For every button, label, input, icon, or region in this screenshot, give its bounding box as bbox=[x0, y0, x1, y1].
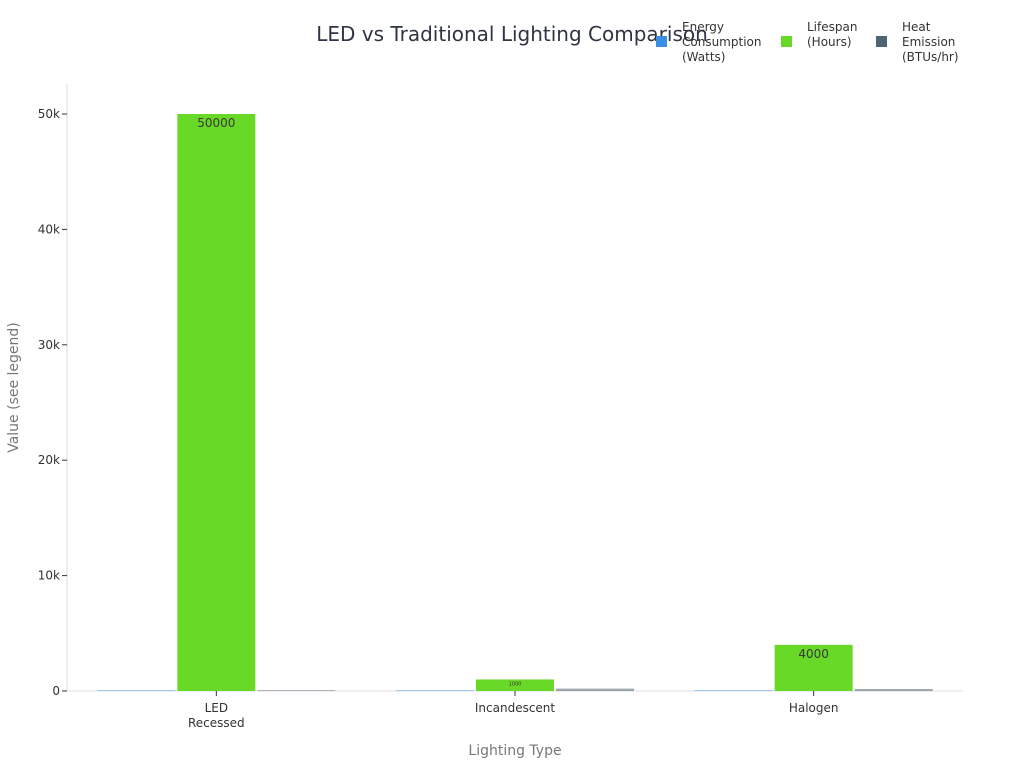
x-tick-label: Halogen bbox=[789, 701, 839, 715]
chart-title: LED vs Traditional Lighting Comparison bbox=[316, 22, 708, 46]
y-tick-label: 30k bbox=[38, 338, 60, 352]
legend-swatch-heat bbox=[876, 36, 887, 47]
y-tick-label: 20k bbox=[38, 453, 60, 467]
x-tick-label: LED Recessed bbox=[188, 701, 245, 730]
x-axis-title: Lighting Type bbox=[468, 743, 561, 759]
bar-0-1 bbox=[396, 690, 474, 691]
bar-0-0 bbox=[97, 690, 176, 691]
legend-item-lifespan[interactable]: Lifespan (Hours) bbox=[781, 20, 857, 50]
y-tick-label: 0 bbox=[52, 684, 60, 698]
data-label: 4000 bbox=[798, 647, 829, 661]
legend: Energy Consumption (Watts) Lifespan (Hou… bbox=[656, 20, 1016, 68]
bar-1-0 bbox=[177, 114, 256, 692]
bar-1-1 bbox=[476, 679, 554, 691]
legend-swatch-energy bbox=[656, 36, 667, 47]
bar-2-1 bbox=[556, 688, 634, 691]
legend-label-energy: Energy Consumption (Watts) bbox=[682, 20, 762, 64]
legend-label-heat: Heat Emission (BTUs/hr) bbox=[902, 20, 959, 64]
x-tick-label: Incandescent bbox=[475, 701, 556, 715]
legend-item-energy[interactable]: Energy Consumption (Watts) bbox=[656, 20, 761, 65]
legend-label-lifespan: Lifespan (Hours) bbox=[807, 20, 858, 49]
legend-item-heat[interactable]: Heat Emission (BTUs/hr) bbox=[876, 20, 959, 65]
y-tick-label: 40k bbox=[38, 222, 60, 236]
legend-swatch-lifespan bbox=[781, 36, 792, 47]
bar-2-0 bbox=[257, 690, 336, 691]
bar-0-2 bbox=[694, 690, 773, 691]
bar-2-2 bbox=[854, 689, 933, 691]
y-tick-label: 50k bbox=[38, 107, 60, 121]
data-label: 1000 bbox=[509, 681, 522, 687]
bar-1-2 bbox=[774, 644, 853, 691]
data-label: 50000 bbox=[197, 116, 235, 130]
y-axis-title: Value (see legend) bbox=[6, 322, 22, 453]
y-tick-label: 10k bbox=[38, 569, 60, 583]
